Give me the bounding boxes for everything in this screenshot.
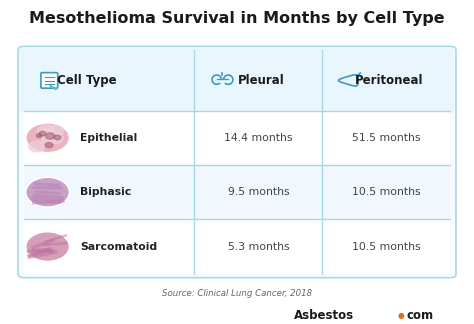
Bar: [24, 219, 450, 274]
FancyBboxPatch shape: [20, 48, 454, 113]
Text: 9.5 months: 9.5 months: [228, 187, 289, 197]
Text: 14.4 months: 14.4 months: [224, 133, 292, 143]
FancyBboxPatch shape: [41, 73, 58, 88]
Circle shape: [39, 131, 46, 136]
Text: Mesothelioma Survival in Months by Cell Type: Mesothelioma Survival in Months by Cell …: [29, 11, 445, 26]
Text: 51.5 months: 51.5 months: [352, 133, 420, 143]
Bar: [24, 165, 450, 219]
Circle shape: [46, 133, 55, 139]
Text: Pleural: Pleural: [237, 74, 284, 87]
Text: com: com: [406, 309, 433, 322]
Circle shape: [46, 125, 64, 137]
Text: Asbestos: Asbestos: [294, 309, 354, 322]
Circle shape: [29, 141, 45, 152]
Text: Source: Clinical Lung Cancer, 2018: Source: Clinical Lung Cancer, 2018: [162, 289, 312, 298]
Circle shape: [26, 177, 70, 207]
Circle shape: [42, 134, 55, 144]
Text: Peritoneal: Peritoneal: [355, 74, 423, 87]
Text: Biphasic: Biphasic: [80, 187, 131, 197]
Circle shape: [54, 135, 61, 140]
Circle shape: [26, 122, 70, 153]
Text: Cell Type: Cell Type: [57, 74, 117, 87]
Circle shape: [48, 133, 63, 144]
Text: Sarcomatoid: Sarcomatoid: [80, 242, 157, 251]
Circle shape: [37, 125, 55, 136]
Text: 10.5 months: 10.5 months: [352, 242, 420, 251]
Text: 5.3 months: 5.3 months: [228, 242, 289, 251]
Circle shape: [38, 128, 51, 137]
Bar: [24, 110, 450, 165]
Circle shape: [46, 127, 54, 133]
Text: ●: ●: [397, 311, 404, 320]
Circle shape: [26, 231, 70, 262]
Text: 10.5 months: 10.5 months: [352, 187, 420, 197]
Circle shape: [36, 134, 42, 137]
Text: Epithelial: Epithelial: [80, 133, 137, 143]
FancyBboxPatch shape: [18, 46, 456, 278]
Circle shape: [46, 143, 53, 148]
Circle shape: [42, 129, 55, 138]
